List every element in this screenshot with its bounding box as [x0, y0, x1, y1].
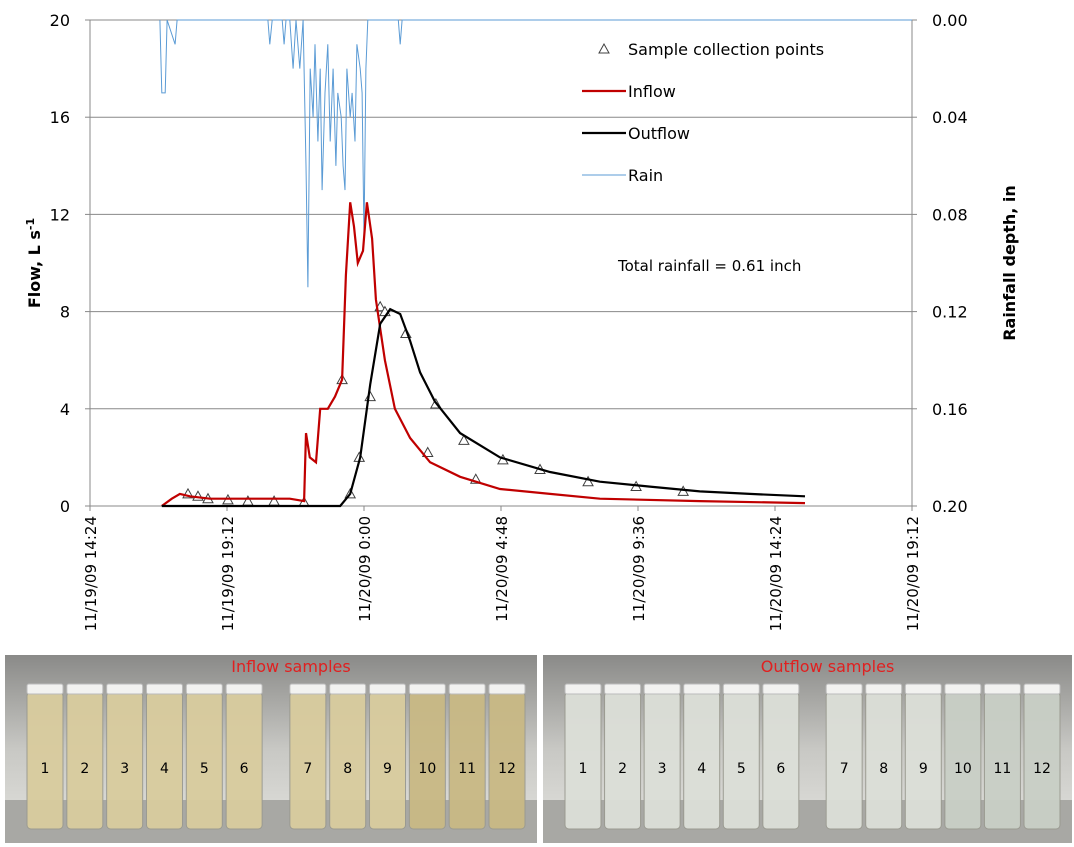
y2-tick-label: 0.12 [932, 303, 968, 322]
sample-point [364, 390, 377, 402]
vial-cap [865, 683, 903, 695]
vial-cap [983, 683, 1021, 695]
x-tick-label: 11/20/09 19:12 [904, 516, 922, 631]
vial-cap [225, 683, 263, 695]
vial-label: 11 [994, 761, 1012, 777]
vial-label: 2 [618, 761, 627, 777]
sample-point [242, 495, 254, 506]
y-axis-title-sup: -1 [24, 218, 37, 230]
vial-label: 9 [383, 761, 392, 777]
legend-label: Outflow [628, 124, 690, 143]
vial-label: 8 [879, 761, 888, 777]
y2-tick-label: 0.08 [932, 205, 968, 224]
legend-label: Inflow [628, 82, 676, 101]
vial-cap [683, 683, 721, 695]
vial-label: 6 [776, 761, 785, 777]
vial-label: 10 [418, 761, 436, 777]
vial-cap [944, 683, 982, 695]
y-axis-title-text: Flow, L s [25, 230, 44, 308]
vial-cap [604, 683, 642, 695]
vial-cap [564, 683, 602, 695]
sample-point [458, 434, 470, 445]
x-tick-label: 11/20/09 4:48 [493, 516, 511, 622]
vial-label: 5 [200, 761, 209, 777]
legend-label: Rain [628, 166, 663, 185]
vial-cap [408, 683, 446, 695]
series-line [159, 19, 912, 288]
legend-label: Sample collection points [628, 40, 824, 59]
y2-tick-label: 0.16 [932, 400, 968, 419]
y2-axis-title: Rainfall depth, in [1000, 185, 1019, 341]
vial-label: 3 [658, 761, 667, 777]
vial-cap [722, 683, 760, 695]
vial-label: 6 [240, 761, 249, 777]
photo-title: Outflow samples [761, 657, 895, 676]
vial-label: 4 [697, 761, 706, 777]
vial-cap [145, 683, 183, 695]
photo-title: Inflow samples [231, 657, 350, 676]
vial-label: 1 [41, 761, 50, 777]
vial-cap [904, 683, 942, 695]
series-line [161, 307, 806, 508]
vial-label: 7 [840, 761, 849, 777]
annotation: Total rainfall = 0.61 inch [617, 257, 801, 275]
y-tick-label: 4 [60, 400, 70, 419]
x-tick-label: 11/19/09 19:12 [219, 516, 237, 631]
vial-label: 12 [1033, 761, 1051, 777]
vial-label: 9 [919, 761, 928, 777]
vial-cap [289, 683, 327, 695]
x-tick-label: 11/20/09 0:00 [356, 516, 374, 622]
vial-cap [643, 683, 681, 695]
sample-point [421, 446, 434, 458]
vial-cap [66, 683, 104, 695]
vial-label: 7 [303, 761, 312, 777]
x-tick-label: 11/20/09 14:24 [767, 516, 785, 631]
series-line [161, 202, 806, 507]
x-tick-label: 11/19/09 14:24 [82, 516, 100, 631]
y2-tick-label: 0.00 [932, 11, 968, 30]
y-tick-label: 20 [50, 11, 70, 30]
vial-cap [369, 683, 407, 695]
vial-cap [1023, 683, 1061, 695]
y2-tick-label: 0.04 [932, 108, 968, 127]
y-tick-label: 8 [60, 303, 70, 322]
y-axis-title: Flow, L s-1 [24, 218, 44, 308]
vial-label: 5 [737, 761, 746, 777]
y-tick-label: 12 [50, 205, 70, 224]
vial-label: 3 [120, 761, 129, 777]
sample-point [268, 495, 280, 506]
vial-cap [762, 683, 800, 695]
vial-cap [448, 683, 486, 695]
vial-cap [185, 683, 223, 695]
vial-label: 10 [954, 761, 972, 777]
vial-label: 2 [80, 761, 89, 777]
y-tick-label: 0 [60, 497, 70, 516]
vial-cap [26, 683, 64, 695]
y-tick-label: 16 [50, 108, 70, 127]
vial-label: 11 [458, 761, 476, 777]
vial-label: 1 [579, 761, 588, 777]
x-tick-label: 11/20/09 9:36 [630, 516, 648, 622]
sample-point [582, 475, 594, 487]
vial-cap [329, 683, 367, 695]
vial-label: 8 [343, 761, 352, 777]
vial-label: 12 [498, 761, 516, 777]
legend-marker [598, 42, 610, 54]
y2-tick-label: 0.20 [932, 497, 968, 516]
vial-label: 4 [160, 761, 169, 777]
vial-cap [106, 683, 144, 695]
vial-cap [488, 683, 526, 695]
vial-cap [825, 683, 863, 695]
